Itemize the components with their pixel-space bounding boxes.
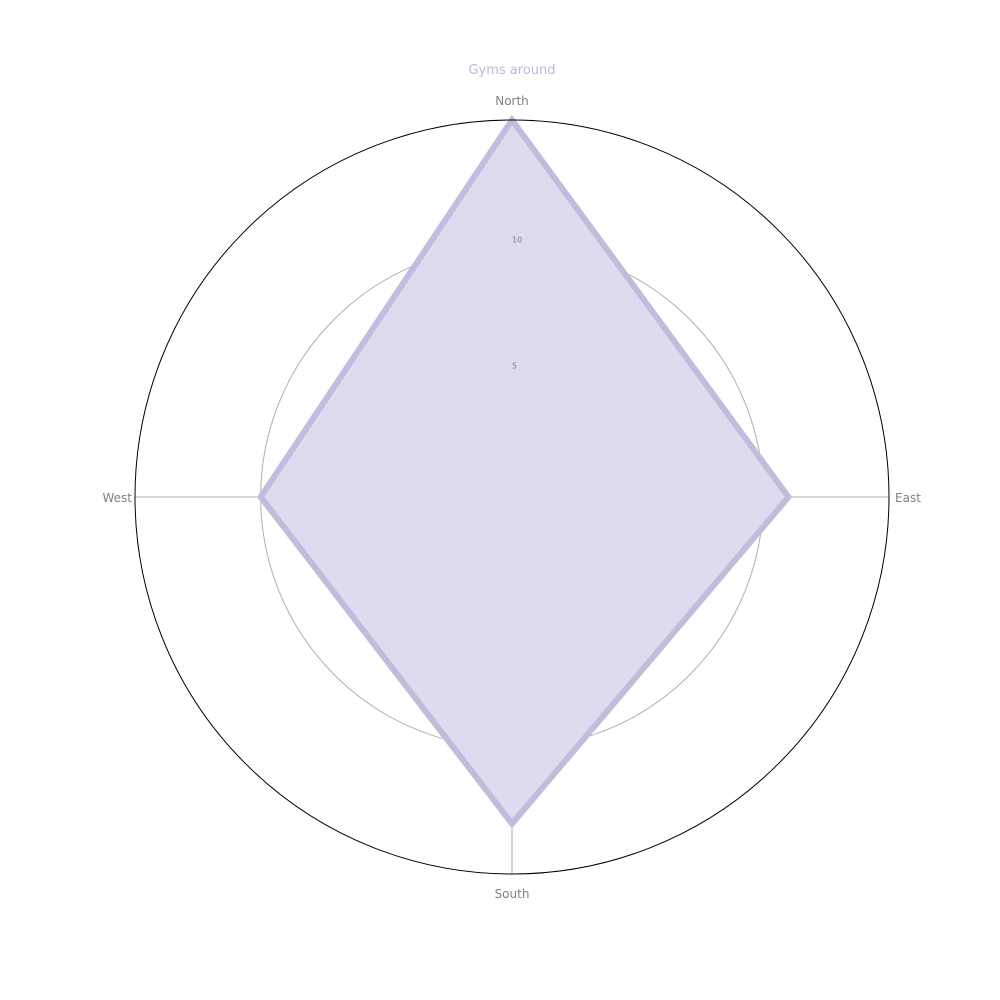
axis-label-east: East (895, 491, 921, 505)
tick-label-5: 5 (512, 361, 517, 370)
chart-title: Gyms around (468, 63, 555, 78)
axis-label-west: West (102, 491, 132, 505)
tick-label-10: 10 (512, 236, 522, 245)
axis-label-north: North (495, 94, 529, 108)
axis-label-south: South (495, 887, 530, 901)
series-polygon-0 (261, 120, 789, 824)
series-layer (261, 120, 789, 824)
